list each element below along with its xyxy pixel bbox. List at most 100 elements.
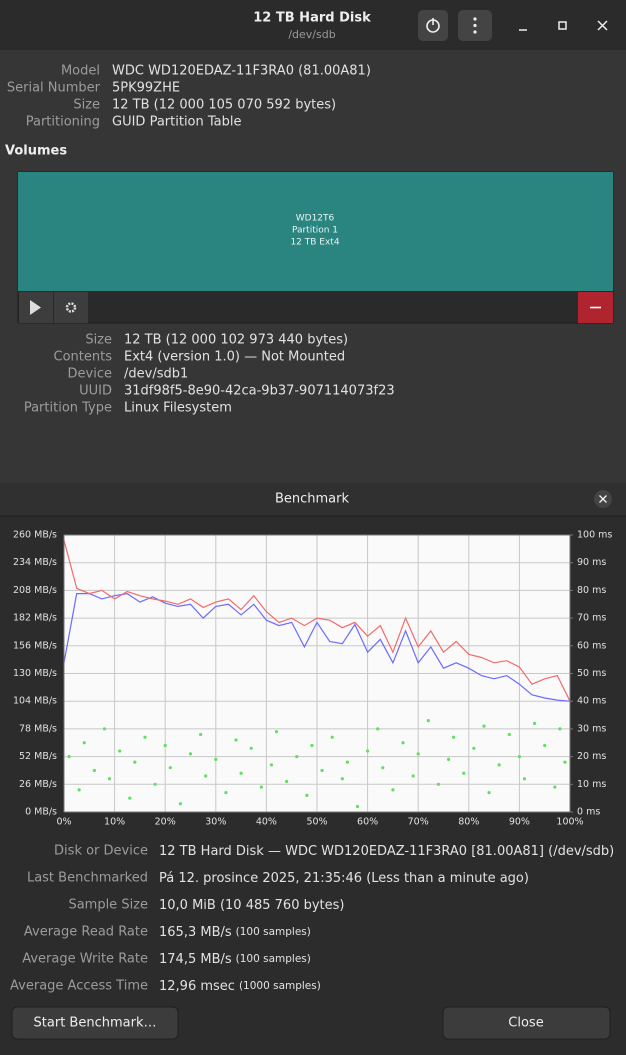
- access-time-point: [452, 735, 456, 739]
- access-time-point: [517, 755, 522, 759]
- x-tick-label: 20%: [155, 817, 176, 828]
- access-time-point: [553, 785, 557, 789]
- info-label: UUID: [79, 384, 112, 399]
- access-time-point: [269, 763, 274, 767]
- start-benchmark-label: Start Benchmark…: [34, 1016, 157, 1031]
- value-text: 174,5 MB/s: [159, 952, 232, 967]
- access-time-point: [92, 768, 96, 773]
- info-label: Contents: [54, 350, 113, 365]
- value-text: 165,3 MB/s: [159, 925, 232, 940]
- access-time-point: [214, 757, 218, 761]
- value-text: Pá 12. prosince 2025, 21:35:46 (Less tha…: [159, 871, 529, 886]
- access-time-point: [426, 718, 430, 723]
- y-tick-label: 78 MB/s: [19, 723, 57, 734]
- menu-dot: [473, 17, 477, 21]
- x-tick-label: 50%: [306, 817, 327, 828]
- access-time-point: [401, 741, 405, 745]
- info-value: 31df98f5-8e90-42ca-9b37-907114073f23: [124, 384, 395, 399]
- y2-tick-label: 20 ms: [577, 751, 606, 762]
- partition-block[interactable]: [18, 172, 613, 291]
- info-value: GUID Partition Table: [112, 115, 242, 130]
- value-note: (1000 samples): [239, 980, 321, 992]
- access-time-point: [381, 766, 385, 770]
- y2-tick-label: 70 ms: [577, 613, 606, 624]
- dialog-header: [0, 483, 626, 516]
- y2-tick-label: 90 ms: [577, 557, 606, 568]
- close-window-button[interactable]: [597, 20, 608, 31]
- info-label: Partitioning: [26, 115, 100, 130]
- maximize-button[interactable]: [558, 21, 567, 30]
- info-value: Pá 12. prosince 2025, 21:35:46 (Less tha…: [159, 871, 529, 886]
- y2-tick-label: 40 ms: [577, 696, 606, 707]
- plot-frame: [63, 534, 571, 813]
- y2-tick-label: 0 ms: [577, 807, 600, 818]
- partition-info: Size 12 TB (12 000 102 973 440 bytes) Cont…: [24, 333, 395, 416]
- x-tick-label: 100%: [556, 817, 583, 828]
- y2-tick-label: 10 ms: [577, 779, 606, 790]
- info-label: Serial Number: [7, 81, 101, 96]
- y2-tick-label: 80 ms: [577, 585, 606, 596]
- access-time-point: [310, 743, 314, 748]
- benchmark-info: Disk or Device 12 TB Hard Disk — WDC WD12…: [10, 844, 614, 994]
- access-time-point: [178, 802, 182, 806]
- y-tick-label: 104 MB/s: [13, 696, 57, 707]
- window-title: 12 TB Hard Disk: [253, 11, 371, 26]
- access-time-point: [82, 741, 86, 745]
- access-time-point: [411, 774, 415, 778]
- info-value: Linux Filesystem: [124, 401, 232, 416]
- access-time-point: [522, 777, 527, 781]
- x-tick-label: 80%: [458, 817, 479, 828]
- info-value: 165,3 MB/s (100 samples): [159, 925, 311, 940]
- access-time-point: [355, 804, 360, 809]
- info-label: Last Benchmarked: [27, 871, 148, 886]
- y-tick-label: 234 MB/s: [13, 557, 57, 568]
- value-note: (100 samples): [236, 926, 311, 938]
- menu-dot: [473, 30, 477, 34]
- power-button[interactable]: [418, 10, 448, 41]
- access-time-point: [102, 727, 107, 731]
- access-time-point: [416, 752, 420, 756]
- info-label: Average Read Rate: [24, 925, 148, 940]
- access-time-point: [472, 746, 476, 750]
- value-text: 12 TB Hard Disk — WDC WD120EDAZ-11F3RA0 …: [159, 844, 614, 859]
- info-value: /dev/sdb1: [124, 367, 188, 382]
- access-time-point: [143, 735, 147, 739]
- y-tick-label: 182 MB/s: [13, 613, 57, 624]
- y-tick-label: 0 MB/s: [25, 807, 57, 818]
- access-time-point: [67, 755, 71, 759]
- access-time-point: [366, 749, 370, 753]
- access-time-point: [482, 724, 486, 728]
- access-time-point: [295, 755, 299, 759]
- value-note: (100 samples): [236, 953, 311, 965]
- access-time-point: [133, 760, 137, 764]
- access-time-point: [234, 738, 238, 742]
- close-button[interactable]: [442, 1006, 611, 1040]
- info-value: 5PK99ZHE: [112, 81, 180, 96]
- settings-button[interactable]: [54, 292, 88, 323]
- access-time-point: [77, 788, 81, 792]
- info-label: Size: [85, 333, 112, 348]
- y2-tick-label: 50 ms: [577, 668, 606, 679]
- access-time-point: [259, 785, 263, 789]
- info-value: Ext4 (version 1.0) — Not Mounted: [124, 350, 345, 365]
- info-label: Model: [61, 64, 100, 79]
- access-time-point: [330, 735, 334, 739]
- y-tick-label: 156 MB/s: [13, 640, 57, 651]
- access-time-point: [376, 727, 380, 731]
- rate-line: [63, 592, 571, 702]
- access-time-point: [118, 749, 122, 753]
- x-tick-label: 0%: [56, 817, 71, 828]
- access-time-point: [107, 777, 112, 781]
- access-time-point: [391, 788, 395, 792]
- menu-dot: [473, 23, 477, 28]
- y-tick-label: 208 MB/s: [13, 585, 57, 596]
- access-time-point: [163, 743, 167, 748]
- start-benchmark-button[interactable]: [11, 1006, 179, 1040]
- access-time-point: [532, 721, 537, 725]
- window-subtitle: /dev/sdb: [288, 28, 335, 41]
- partition-name: WD12T6: [296, 214, 335, 224]
- info-value: 10,0 MiB (10 485 760 bytes): [159, 898, 344, 913]
- access-time-point: [436, 782, 441, 786]
- value-text: 12,96 msec: [159, 979, 235, 994]
